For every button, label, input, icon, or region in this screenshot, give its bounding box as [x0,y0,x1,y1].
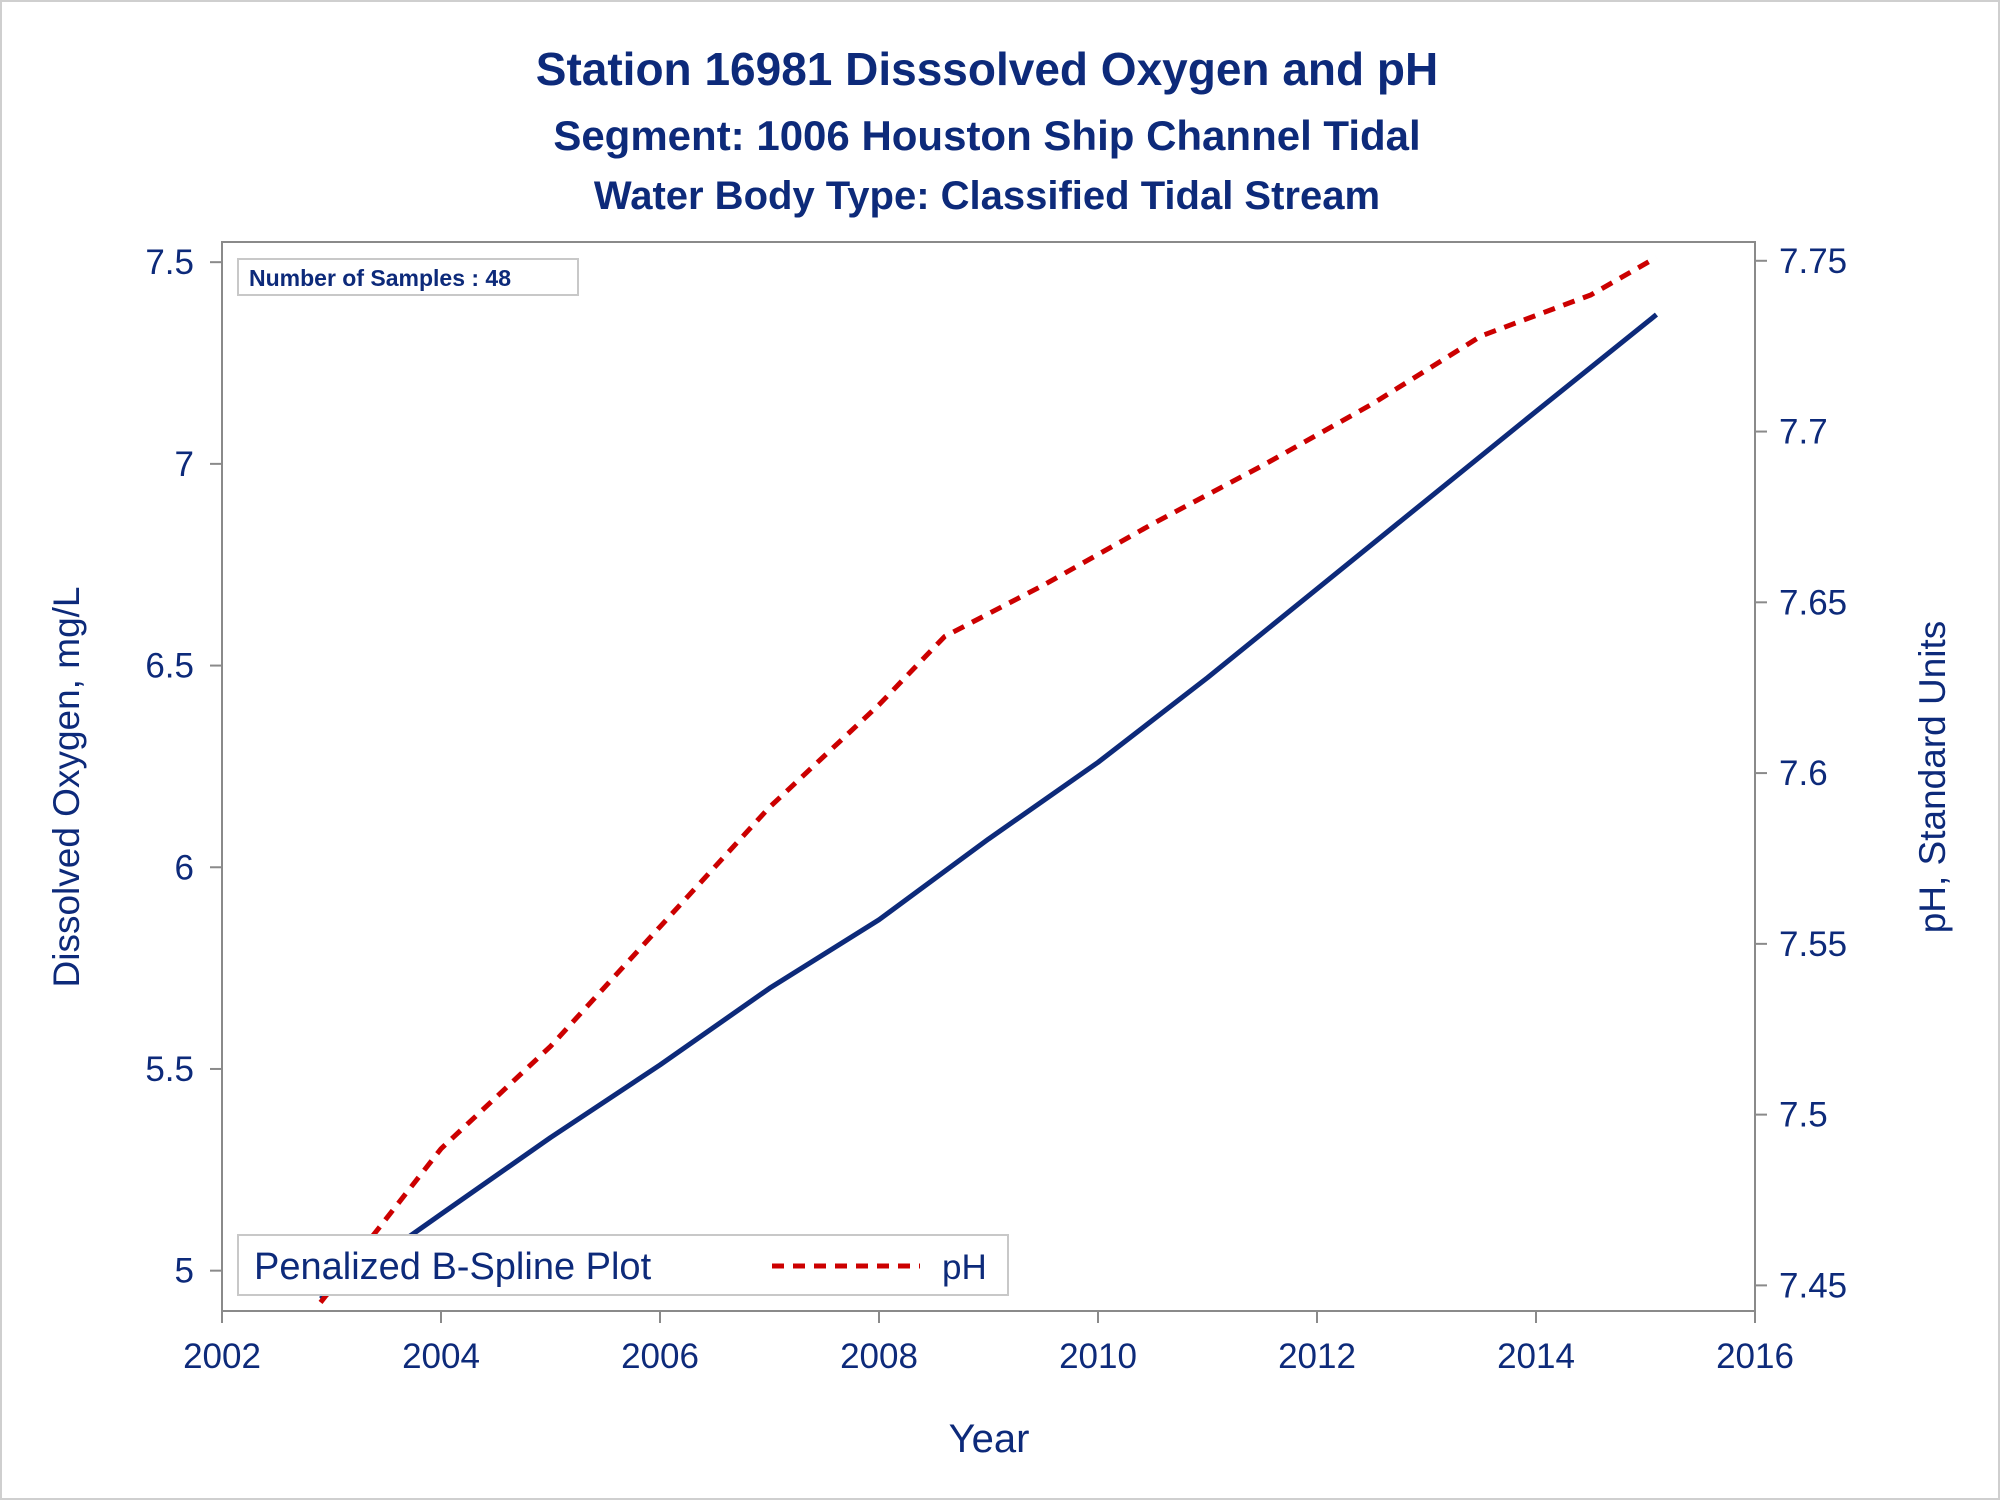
x-tick-label: 2004 [402,1337,480,1376]
y2-tick-label: 7.5 [1779,1096,1828,1135]
x-tick-label: 2016 [1716,1337,1794,1376]
x-tick-label: 2012 [1278,1337,1356,1376]
y-axis-label: Dissolved Oxygen, mg/L [46,586,87,987]
chart-subtitle-waterbody: Water Body Type: Classified Tidal Stream [594,174,1380,218]
y2-tick-label: 7.7 [1779,413,1828,452]
y-tick-label: 6.5 [145,647,194,686]
y2-tick-label: 7.75 [1779,242,1847,281]
x-axis-label: Year [949,1417,1030,1461]
samples-count: Number of Samples : 48 [249,265,511,291]
y-tick-label: 5.5 [145,1050,194,1089]
chart-subtitle-segment: Segment: 1006 Houston Ship Channel Tidal [553,112,1420,159]
plot-area [221,241,1756,1312]
y2-tick-label: 7.6 [1779,754,1828,793]
y-tick-label: 6 [175,848,194,887]
legend-box [237,1234,1009,1296]
y2-axis-label: pH, Standard Units [1912,621,1953,934]
samples-box [237,258,579,296]
y2-tick-label: 7.55 [1779,925,1847,964]
x-tick-label: 2006 [621,1337,699,1376]
x-tick-label: 2010 [1059,1337,1137,1376]
x-tick-label: 2014 [1497,1337,1575,1376]
x-tick-label: 2002 [183,1337,261,1376]
x-axis: 2002 2004 2006 2008 2010 2012 2014 2016 [183,1311,1794,1376]
y2-tick-label: 7.65 [1779,583,1847,622]
legend-title: Penalized B-Spline Plot [254,1246,652,1288]
y-axis-right: 7.45 7.5 7.55 7.6 7.65 7.7 7.75 [1755,242,1847,1305]
chart-title: Station 16981 Disssolved Oxygen and pH [536,43,1438,95]
x-tick-label: 2008 [840,1337,918,1376]
legend-ph-label: pH [942,1248,987,1287]
dissolved-oxygen-series-line [319,312,1659,1301]
ph-series-line [318,255,1658,1305]
y-tick-label: 5 [175,1252,194,1291]
y-axis-left: 5 5.5 6 6.5 7 7.5 [145,243,222,1291]
y-tick-label: 7.5 [145,243,194,282]
y-tick-label: 7 [175,445,194,484]
y2-tick-label: 7.45 [1779,1266,1847,1305]
